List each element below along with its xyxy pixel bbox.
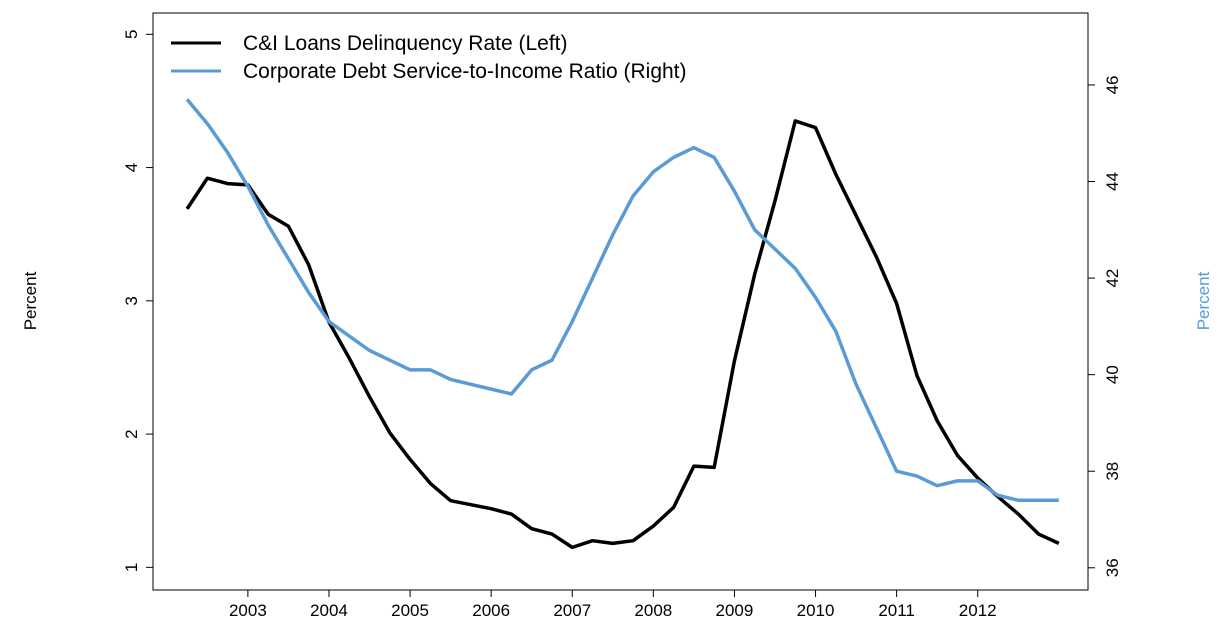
legend-label: Corporate Debt Service-to-Income Ratio (… — [243, 60, 687, 83]
series-line — [185, 119, 1060, 550]
series-line — [185, 98, 1059, 502]
x-tick-label: 2007 — [553, 601, 591, 620]
legend-label: C&I Loans Delinquency Rate (Left) — [243, 32, 568, 55]
y2-tick-label: 44 — [1103, 172, 1122, 191]
x-tick-label: 2008 — [634, 601, 672, 620]
x-tick-label: 2010 — [797, 601, 835, 620]
y2-tick-label: 42 — [1103, 269, 1122, 288]
y-tick-label: 4 — [122, 163, 141, 172]
y-axis-label: Percent — [21, 271, 40, 330]
x-tick-label: 2011 — [878, 601, 915, 620]
x-tick-label: 2003 — [229, 601, 267, 620]
x-tick-label: 2004 — [310, 601, 348, 620]
y2-tick-label: 36 — [1103, 558, 1122, 577]
y2-axis-label: Percent — [1194, 271, 1213, 330]
y-tick-label: 5 — [122, 30, 141, 39]
plot-frame — [152, 12, 1089, 591]
x-tick-label: 2009 — [716, 601, 754, 620]
x-tick-label: 2012 — [959, 601, 997, 620]
y2-tick-label: 46 — [1103, 75, 1122, 94]
x-tick-label: 2006 — [472, 601, 510, 620]
y2-tick-label: 38 — [1103, 462, 1122, 481]
y-tick-label: 1 — [122, 563, 141, 572]
x-tick-label: 2005 — [391, 601, 429, 620]
y-tick-label: 3 — [122, 296, 141, 305]
y2-tick-label: 40 — [1103, 365, 1122, 384]
y-tick-label: 2 — [122, 429, 141, 438]
